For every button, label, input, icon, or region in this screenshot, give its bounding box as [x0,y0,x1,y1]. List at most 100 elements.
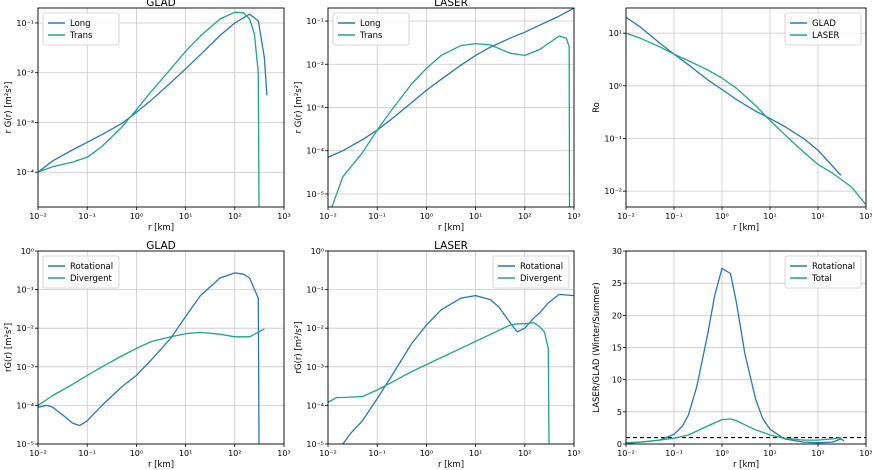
y-tick-label: 10⁻² [16,324,34,333]
x-tick-label: 10² [811,212,824,221]
y-axis-label: rG(r) [m²s²] [4,323,14,372]
y-tick-label: 15 [612,344,622,353]
y-tick-label: 10⁻³ [16,363,34,372]
y-tick-label: 25 [612,279,622,288]
x-tick-label: 10⁻² [617,449,635,458]
series-line-trans [38,11,260,207]
series-line-long [328,8,574,158]
x-tick-label: 10² [518,449,531,458]
x-tick-label: 10² [518,212,531,221]
x-tick-label: 10⁻¹ [78,449,96,458]
series-line-trans [331,35,571,207]
y-tick-label: 10⁻⁵ [306,190,324,199]
series-line-glad [626,16,842,176]
x-tick-label: 10⁻¹ [665,212,683,221]
legend: Rotational Divergent [492,255,570,289]
x-tick-label: 10⁻¹ [665,449,683,458]
chart-title: GLAD [146,0,176,9]
y-axis-label: LASER/GLAD (Winter/Summer) [592,282,602,412]
x-tick-label: 10⁻¹ [78,212,96,221]
x-tick-label: 10³ [567,212,580,221]
legend: GLAD LASER [784,12,862,46]
legend-label: Rotational [70,262,113,272]
chart-panel-1: 10⁻² 10⁻¹ 10⁰ 10¹ 10² 10³ 10⁻⁴ 10⁻³ 10⁻² 10⁻¹ r [k… [4,0,291,233]
legend-label: LASER [812,31,840,41]
series-line-divergent [38,328,265,406]
y-tick-label: 10¹ [609,29,622,38]
x-axis-label: r [km] [148,223,174,233]
x-axis-label: r [km] [438,460,464,470]
chart-panel-4: 10⁻² 10⁻¹ 10⁰ 10¹ 10² 10³ 10⁻⁵ 10⁻⁴ 10⁻³ 10⁻² 10⁻¹… [4,240,291,470]
chart-title: LASER [434,240,468,252]
x-tick-label: 10⁻² [29,449,47,458]
chart-title: GLAD [146,240,176,252]
legend-label: Divergent [70,274,113,284]
legend-label: Total [811,274,832,284]
y-tick-label: 20 [612,311,622,320]
plot-area [38,11,268,207]
x-tick-label: 10² [811,449,824,458]
plot-area [328,293,574,444]
y-tick-label: 10⁻⁵ [306,440,324,449]
series-line-total [626,418,841,444]
x-tick-label: 10⁻² [29,212,47,221]
legend-label: Divergent [520,274,563,284]
axes-frame [37,7,285,208]
legend: Long Trans [332,12,410,46]
x-tick-label: 10⁰ [130,449,143,458]
series-line-long [38,13,268,173]
y-tick-label: 10⁻⁴ [306,147,324,156]
x-tick-label: 10¹ [763,449,776,458]
chart-panel-2: 10⁻² 10⁻¹ 10⁰ 10¹ 10² 10³ 10⁻⁵ 10⁻⁴ 10⁻³ 10⁻² 10⁻¹… [294,0,581,233]
y-tick-label: 10⁻¹ [604,134,622,143]
y-tick-label: 10 [612,376,622,385]
y-axis-label: Ro [592,102,602,113]
y-axis-label: r G(r) [m²s²] [294,82,304,134]
plot-area [626,16,866,206]
x-tick-label: 10⁻² [319,449,337,458]
legend-box [492,255,570,289]
x-tick-label: 10¹ [179,212,192,221]
legend: Rotational Total [784,255,862,289]
chart-panel-6: 10⁻² 10⁻¹ 10⁰ 10¹ 10² 10³ 0 5 10 15 20 25 30 r [km] LA… [592,247,872,470]
series-line-rotational [626,267,845,444]
y-tick-label: 10⁻⁴ [16,401,34,410]
x-tick-label: 10¹ [469,212,482,221]
legend-label: Rotational [520,262,563,272]
x-tick-label: 10¹ [763,212,776,221]
x-axis-label: r [km] [438,223,464,233]
x-tick-label: 10² [228,212,241,221]
legend-label: Trans [69,31,93,41]
y-tick-label: 10⁻¹ [306,286,324,295]
series-line-divergent [328,321,550,444]
legend-box [332,12,410,46]
y-axis-label: r G(r) [m²s²] [4,82,14,134]
x-tick-label: 10³ [859,449,872,458]
plot-area [626,267,866,444]
chart-panel-3: 10⁻² 10⁻¹ 10⁰ 10¹ 10² 10³ 10⁻² 10⁻¹ 10⁰ 10¹ r [km]… [592,7,872,233]
legend-label: Long [360,19,381,29]
x-tick-label: 10⁰ [715,212,728,221]
x-tick-label: 10⁻² [319,212,337,221]
legend-label: Trans [359,31,383,41]
series-line-rotational [38,272,260,444]
chart-title: LASER [434,0,468,9]
axes-frame [37,250,285,445]
legend-box [784,12,862,46]
x-tick-label: 10⁻¹ [368,449,386,458]
legend-box [42,255,120,289]
x-tick-label: 10³ [859,212,872,221]
x-tick-label: 10⁰ [420,449,433,458]
x-axis-label: r [km] [148,460,174,470]
series-line-rotational [342,293,574,444]
legend-box [784,255,862,289]
x-tick-label: 10³ [277,212,290,221]
x-tick-label: 10⁻² [617,212,635,221]
y-axis-label: rG(r) [m²/s²] [294,322,304,374]
x-tick-label: 10¹ [179,449,192,458]
legend-label: Rotational [812,262,855,272]
y-tick-label: 10⁻⁴ [16,168,34,177]
axes-frame [327,250,575,445]
y-tick-label: 10⁻⁵ [16,440,34,449]
